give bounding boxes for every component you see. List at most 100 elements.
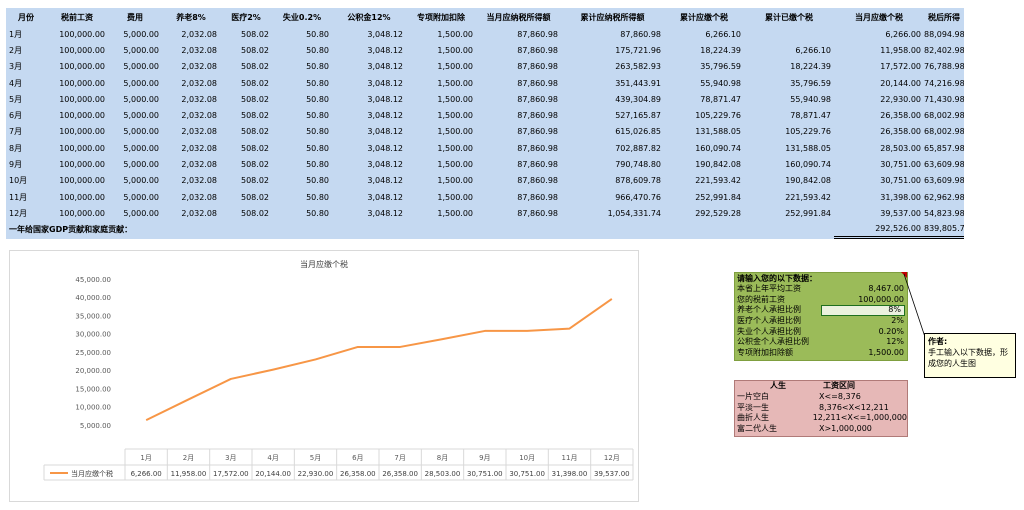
- table-cell[interactable]: 508.02: [241, 160, 269, 170]
- table-cell[interactable]: 87,860.98: [517, 94, 558, 104]
- table-cell[interactable]: 26,358.00: [880, 127, 921, 137]
- table-cell[interactable]: 100,000.00: [59, 111, 105, 121]
- table-cell[interactable]: 5,000.00: [123, 94, 159, 104]
- table-cell[interactable]: 17,572.00: [880, 62, 921, 72]
- table-cell[interactable]: 100,000.00: [59, 62, 105, 72]
- table-cell[interactable]: 1,054,331.74: [607, 208, 661, 218]
- table-cell[interactable]: 88,094.98: [924, 29, 964, 39]
- input-value-cell[interactable]: 100,000.00: [858, 294, 904, 304]
- table-cell[interactable]: 2,032.08: [181, 176, 217, 186]
- table-cell[interactable]: 1,500.00: [437, 160, 473, 170]
- table-cell[interactable]: 55,940.98: [700, 78, 741, 88]
- table-cell[interactable]: 190,842.08: [785, 176, 831, 186]
- table-cell[interactable]: 63,609.98: [924, 160, 964, 170]
- table-cell[interactable]: 50.80: [306, 29, 329, 39]
- table-cell[interactable]: 508.02: [241, 45, 269, 55]
- table-cell[interactable]: 5,000.00: [123, 29, 159, 39]
- table-cell[interactable]: 160,090.74: [695, 143, 741, 153]
- table-cell[interactable]: 6,266.10: [705, 29, 741, 39]
- table-cell[interactable]: 5,000.00: [123, 143, 159, 153]
- table-cell[interactable]: 68,002.98: [924, 111, 964, 121]
- input-value-cell[interactable]: 12%: [886, 337, 904, 347]
- table-cell[interactable]: 50.80: [306, 208, 329, 218]
- table-cell[interactable]: 3,048.12: [367, 192, 403, 202]
- input-value-cell[interactable]: 1,500.00: [868, 348, 904, 358]
- table-cell[interactable]: 100,000.00: [59, 45, 105, 55]
- table-cell[interactable]: 292,529.28: [695, 208, 741, 218]
- table-cell[interactable]: 615,026.85: [615, 127, 661, 137]
- month-cell[interactable]: 7月: [9, 127, 23, 137]
- table-cell[interactable]: 2,032.08: [181, 208, 217, 218]
- table-cell[interactable]: 54,823.98: [924, 208, 964, 218]
- table-cell[interactable]: 100,000.00: [59, 94, 105, 104]
- input-value-cell[interactable]: 0.20%: [878, 326, 904, 336]
- month-cell[interactable]: 10月: [9, 176, 28, 186]
- table-cell[interactable]: 5,000.00: [123, 208, 159, 218]
- month-cell[interactable]: 2月: [9, 45, 23, 55]
- table-cell[interactable]: 508.02: [241, 176, 269, 186]
- table-cell[interactable]: 87,860.98: [620, 29, 661, 39]
- table-cell[interactable]: 87,860.98: [517, 208, 558, 218]
- table-cell[interactable]: 6,266.00: [885, 29, 921, 39]
- table-cell[interactable]: 3,048.12: [367, 78, 403, 88]
- table-cell[interactable]: 100,000.00: [59, 29, 105, 39]
- table-cell[interactable]: 351,443.91: [615, 78, 661, 88]
- table-cell[interactable]: 63,609.98: [924, 176, 964, 186]
- series-line-monthly-tax[interactable]: [145, 298, 613, 422]
- table-cell[interactable]: 1,500.00: [437, 208, 473, 218]
- table-cell[interactable]: 82,402.98: [924, 45, 964, 55]
- table-cell[interactable]: 35,796.59: [790, 78, 831, 88]
- table-cell[interactable]: 20,144.00: [880, 78, 921, 88]
- table-cell[interactable]: 87,860.98: [517, 192, 558, 202]
- table-cell[interactable]: 221,593.42: [785, 192, 831, 202]
- table-cell[interactable]: 50.80: [306, 160, 329, 170]
- table-cell[interactable]: 50.80: [306, 45, 329, 55]
- input-value-cell[interactable]: 8%: [821, 305, 905, 317]
- table-cell[interactable]: 105,229.76: [695, 111, 741, 121]
- table-cell[interactable]: 508.02: [241, 111, 269, 121]
- table-cell[interactable]: 221,593.42: [695, 176, 741, 186]
- table-cell[interactable]: 62,962.98: [924, 192, 964, 202]
- table-cell[interactable]: 2,032.08: [181, 160, 217, 170]
- table-cell[interactable]: 30,751.00: [880, 160, 921, 170]
- month-cell[interactable]: 1月: [9, 29, 23, 39]
- table-cell[interactable]: 87,860.98: [517, 29, 558, 39]
- table-cell[interactable]: 6,266.10: [795, 45, 831, 55]
- table-cell[interactable]: 105,229.76: [785, 127, 831, 137]
- table-cell[interactable]: 87,860.98: [517, 78, 558, 88]
- table-cell[interactable]: 508.02: [241, 29, 269, 39]
- table-cell[interactable]: 2,032.08: [181, 143, 217, 153]
- month-cell[interactable]: 6月: [9, 111, 23, 121]
- table-cell[interactable]: 3,048.12: [367, 94, 403, 104]
- table-cell[interactable]: 5,000.00: [123, 160, 159, 170]
- table-cell[interactable]: 2,032.08: [181, 62, 217, 72]
- comment-indicator[interactable]: [901, 272, 907, 278]
- month-cell[interactable]: 12月: [9, 208, 28, 218]
- table-cell[interactable]: 2,032.08: [181, 127, 217, 137]
- table-cell[interactable]: 2,032.08: [181, 78, 217, 88]
- table-cell[interactable]: 100,000.00: [59, 160, 105, 170]
- table-cell[interactable]: 508.02: [241, 78, 269, 88]
- table-cell[interactable]: 78,871.47: [790, 111, 831, 121]
- table-cell[interactable]: 878,609.78: [615, 176, 661, 186]
- table-cell[interactable]: 3,048.12: [367, 208, 403, 218]
- table-cell[interactable]: 87,860.98: [517, 111, 558, 121]
- table-cell[interactable]: 131,588.05: [785, 143, 831, 153]
- table-cell[interactable]: 22,930.00: [880, 94, 921, 104]
- table-cell[interactable]: 50.80: [306, 143, 329, 153]
- table-cell[interactable]: 31,398.00: [880, 192, 921, 202]
- table-cell[interactable]: 2,032.08: [181, 111, 217, 121]
- month-cell[interactable]: 3月: [9, 62, 23, 72]
- table-cell[interactable]: 263,582.93: [615, 62, 661, 72]
- input-value-cell[interactable]: 8,467.00: [868, 284, 904, 293]
- table-cell[interactable]: 1,500.00: [437, 143, 473, 153]
- table-cell[interactable]: 5,000.00: [123, 111, 159, 121]
- table-cell[interactable]: 1,500.00: [437, 127, 473, 137]
- table-cell[interactable]: 1,500.00: [437, 111, 473, 121]
- table-cell[interactable]: 175,721.96: [615, 45, 661, 55]
- table-cell[interactable]: 508.02: [241, 192, 269, 202]
- table-cell[interactable]: 100,000.00: [59, 127, 105, 137]
- table-cell[interactable]: 3,048.12: [367, 29, 403, 39]
- table-cell[interactable]: 3,048.12: [367, 45, 403, 55]
- table-cell[interactable]: 790,748.80: [615, 160, 661, 170]
